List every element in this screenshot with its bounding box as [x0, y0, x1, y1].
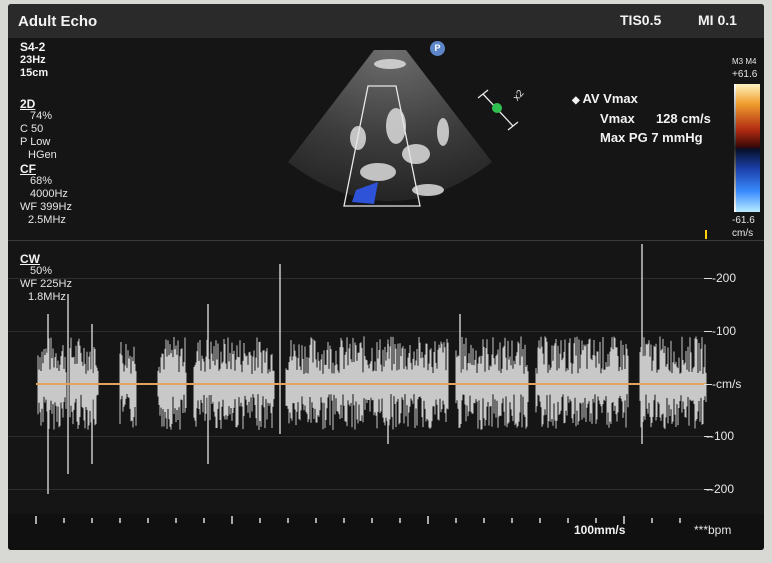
time-strip [8, 514, 764, 550]
gain-2d: 74% [30, 110, 53, 122]
scale-label: -100 [712, 324, 737, 338]
sample-gate-marker [705, 230, 707, 239]
color-map-bar [736, 84, 760, 212]
freq-cf: 2.5MHz [28, 214, 66, 226]
grid-line [8, 436, 714, 437]
header-bar [8, 4, 764, 38]
scale-label: -cm/s [712, 377, 742, 391]
pg-value: 7 mmHg [651, 130, 703, 145]
heart-rate: ***bpm [694, 523, 732, 537]
grid-line [8, 489, 714, 490]
compression-2d: C 50 [20, 123, 44, 135]
measurement-panel: ◆ AV Vmax Vmax 128 cm/s Max PG 7 mmHg [572, 92, 711, 144]
colorbar-unit: cm/s [732, 228, 754, 239]
panel-divider [8, 240, 764, 241]
colorbar-bottom: -61.6 [732, 215, 755, 226]
scale-tick [704, 489, 712, 490]
colorbar-top: +61.6 [732, 69, 758, 80]
scale-tick [704, 331, 712, 332]
probe-name: S4-2 [20, 40, 46, 54]
vmax-value: 128 cm/s [655, 111, 711, 126]
gain-cw: 50% [30, 265, 53, 277]
probe-orientation-marker: P [430, 41, 445, 56]
pg-label: Max PG [600, 130, 648, 145]
colorbar-maps: M3 M4 [732, 57, 757, 66]
sector-image [288, 50, 492, 207]
scale-tick [704, 278, 712, 279]
vmax-label: Vmax [600, 111, 635, 126]
prf-cf: 4000Hz [30, 188, 68, 200]
time-ticks [35, 516, 681, 524]
grid-line [8, 278, 714, 279]
measurement-name: AV Vmax [582, 91, 638, 106]
wall-filter-cw: WF 225Hz [20, 278, 72, 290]
doppler-spectrum [37, 244, 707, 494]
scale-tick [704, 384, 712, 385]
mode-cw-label: CW [20, 252, 40, 266]
mode-cf-label: CF [20, 162, 36, 176]
tis-readout: TIS0.5 [620, 12, 662, 28]
mode-2d: HGen [28, 149, 57, 161]
mi-readout: MI 0.1 [698, 12, 737, 28]
depth: 15cm [20, 67, 49, 79]
zoom-caliper-icon[interactable] [473, 88, 523, 138]
doppler-baseline [36, 383, 706, 385]
exam-title: Adult Echo [18, 13, 98, 30]
scale-label: --200 [706, 482, 735, 496]
scale-label: --100 [706, 429, 735, 443]
ultrasound-screen: Adult Echo TIS0.5 MI 0.1 S4-2 23Hz 15cm … [8, 4, 764, 550]
scale-label: -200 [712, 271, 737, 285]
freq-cw: 1.8MHz [28, 291, 66, 303]
frame-rate: 23Hz [20, 54, 46, 66]
scale-tick [704, 436, 712, 437]
power-2d: P Low [20, 136, 51, 148]
grey-map-bar [734, 84, 737, 212]
gain-cf: 68% [30, 175, 53, 187]
mode-2d-label: 2D [20, 97, 36, 111]
sweep-speed: 100mm/s [574, 523, 626, 537]
wall-filter-cf: WF 399Hz [20, 201, 72, 213]
diamond-icon: ◆ [572, 95, 583, 106]
grid-line [8, 331, 714, 332]
